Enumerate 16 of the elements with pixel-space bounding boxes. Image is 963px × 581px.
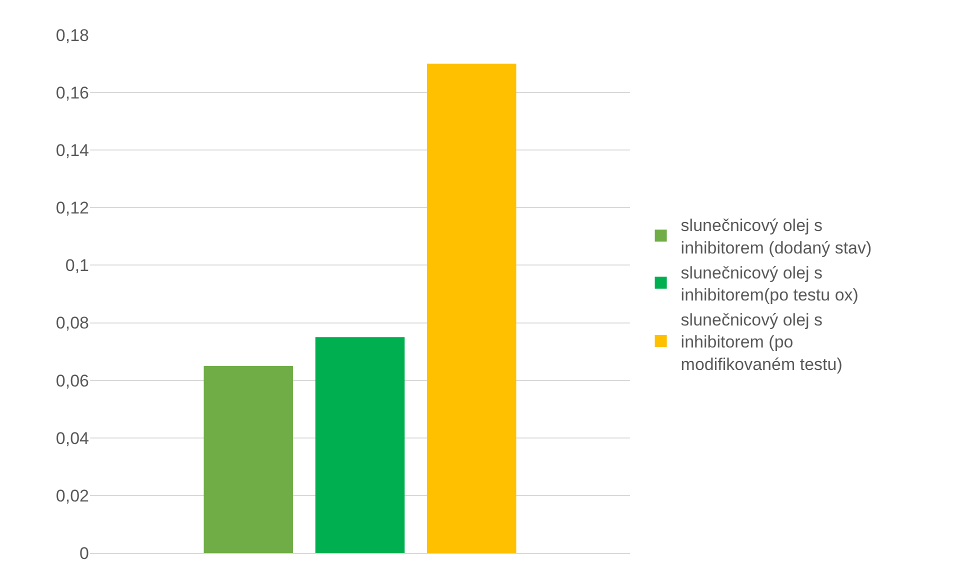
bar bbox=[315, 337, 405, 553]
y-tick-label: 0,1 bbox=[65, 256, 89, 276]
y-tick-label: 0,02 bbox=[56, 486, 89, 506]
bar bbox=[426, 64, 516, 553]
legend-label: slunečnicový olej s inhibitorem (po modifikovaném testu) bbox=[680, 310, 842, 374]
bar bbox=[204, 366, 294, 553]
y-tick-label: 0,18 bbox=[56, 26, 89, 45]
y-tick-label: 0,16 bbox=[56, 84, 89, 103]
y-tick-label: 0,06 bbox=[56, 371, 89, 390]
legend-label: slunečnicový olej s inhibitorem (dodaný stav) bbox=[680, 216, 872, 258]
legend-label: slunečnicový olej s inhibitorem(po testu ox) bbox=[680, 263, 858, 304]
y-tick-label: 0,04 bbox=[56, 428, 89, 448]
y-tick-label: 0,14 bbox=[56, 141, 89, 160]
y-tick-label: 0 bbox=[80, 544, 89, 563]
y-tick-label: 0,08 bbox=[56, 314, 89, 333]
y-tick-label: 0,12 bbox=[56, 198, 89, 218]
